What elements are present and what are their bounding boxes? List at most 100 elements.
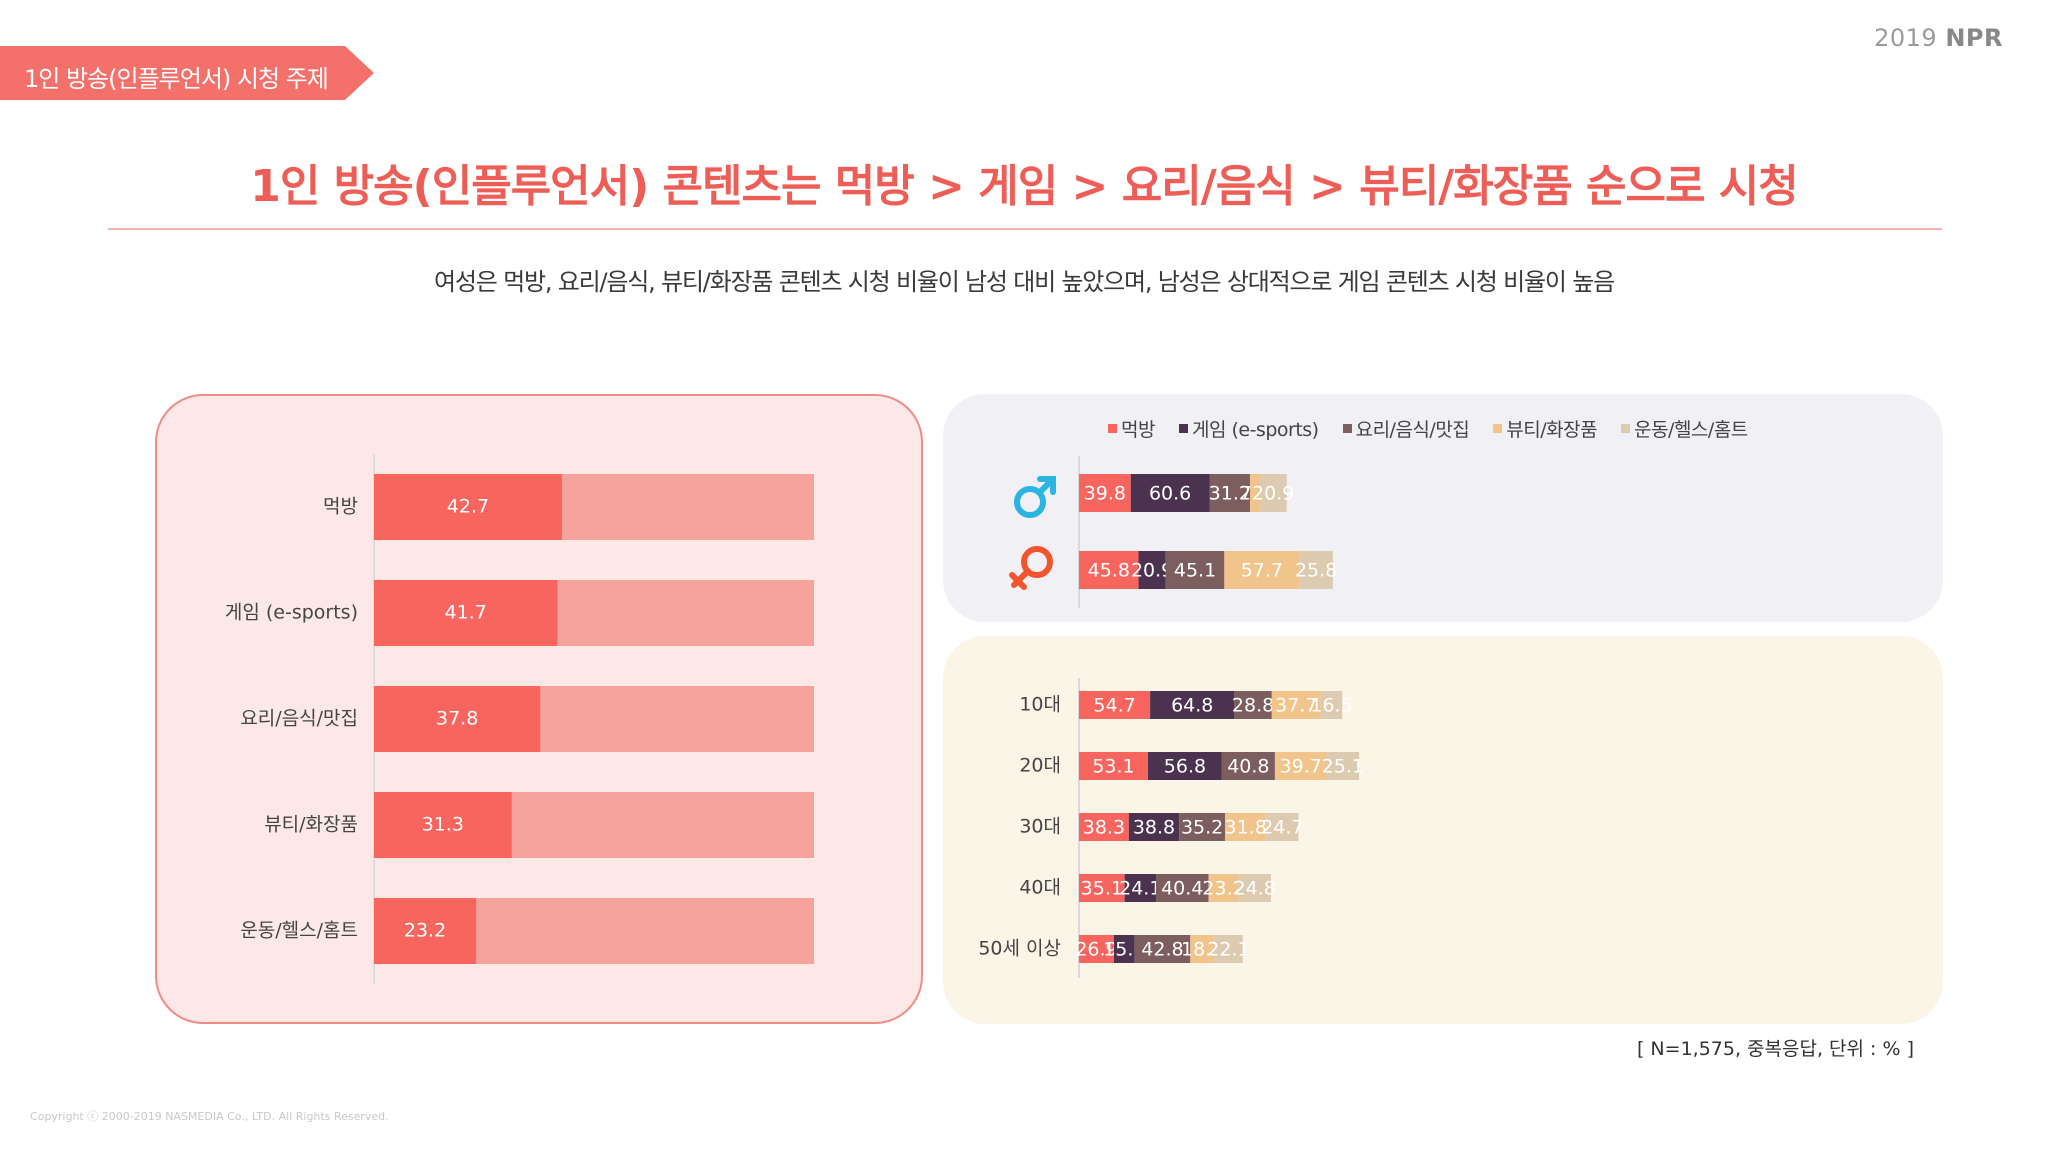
gender-data-label: 20.9 <box>1252 483 1294 505</box>
legend-label: 요리/음식/맛집 <box>1355 418 1470 441</box>
age-data-label: 23.2 <box>1202 878 1244 900</box>
copyright-notice: Copyright ⓒ 2000-2019 NASMEDIA Co., LTD.… <box>30 1110 389 1123</box>
brand-name: NPR <box>1945 24 2003 52</box>
legend-item: 게임 (e-sports) <box>1178 415 1319 442</box>
age-data-label: 40.8 <box>1227 756 1269 778</box>
gender-data-label: 57.7 <box>1241 560 1283 582</box>
age-segment <box>1155 874 1209 902</box>
age-segment <box>1266 813 1299 841</box>
gender-data-label: 45.8 <box>1088 560 1130 582</box>
age-data-label: 25.1 <box>1322 756 1364 778</box>
legend-swatch <box>1342 423 1352 433</box>
age-category-label: 50세 이상 <box>978 938 1061 960</box>
legend-item: 운동/헬스/홈트 <box>1621 415 1748 442</box>
age-segment <box>1221 752 1275 780</box>
age-data-label: 35.2 <box>1181 817 1223 839</box>
overall-data-label: 37.8 <box>436 708 478 730</box>
gender-segment <box>1259 474 1287 512</box>
age-segment <box>1271 691 1321 719</box>
age-data-label: 35.1 <box>1081 878 1123 900</box>
overall-category-label: 운동/헬스/홈트 <box>240 920 358 942</box>
overall-category-label: 게임 (e-sports) <box>225 602 358 624</box>
legend-swatch <box>1493 423 1503 433</box>
brand-year: 2019 <box>1874 24 1938 52</box>
age-segment <box>1134 935 1191 963</box>
age-data-label: 64.8 <box>1171 695 1213 717</box>
age-segment <box>1079 813 1129 841</box>
age-segment <box>1214 935 1243 963</box>
age-segment <box>1079 935 1114 963</box>
title-divider <box>108 228 1942 230</box>
female-icon-cross <box>1009 569 1030 590</box>
section-tag: 1인 방송(인플루언서) 시청 주제 <box>0 46 374 100</box>
overall-bar <box>374 474 562 540</box>
gender-data-label: 20.9 <box>1131 560 1173 582</box>
chart-legend: 먹방 게임 (e-sports) 요리/음식/맛집 뷰티/화장품 운동/헬스/홈트 <box>1108 414 1772 442</box>
gender-segment <box>1209 474 1251 512</box>
gender-data-label: 39.8 <box>1084 483 1126 505</box>
age-segment <box>1274 752 1327 780</box>
gender-data-label: 31.2 <box>1209 483 1251 505</box>
female-icon <box>1009 546 1053 590</box>
age-category-label: 30대 <box>1019 816 1061 838</box>
age-segment <box>1238 874 1271 902</box>
gender-segment <box>1299 551 1333 589</box>
age-data-label: 26.9 <box>1075 939 1117 961</box>
gender-data-label: 45.1 <box>1174 560 1216 582</box>
age-data-label: 24.8 <box>1234 878 1276 900</box>
age-segment <box>1124 874 1156 902</box>
gender-data-label: 60.6 <box>1149 483 1191 505</box>
page-subtitle: 여성은 먹방, 요리/음식, 뷰티/화장품 콘텐츠 시청 비율이 남성 대비 높… <box>434 268 1615 296</box>
age-segment <box>1079 691 1151 719</box>
age-segment <box>1148 752 1222 780</box>
overall-bar <box>374 898 477 964</box>
legend-item: 요리/음식/맛집 <box>1342 415 1470 442</box>
gender-segment <box>1224 551 1300 589</box>
age-segment <box>1113 935 1135 963</box>
legend-swatch <box>1108 423 1117 433</box>
overall-category-label: 요리/음식/맛집 <box>240 708 358 730</box>
overall-data-label: 42.7 <box>447 496 489 518</box>
age-segment <box>1079 752 1149 780</box>
age-data-label: 38.8 <box>1133 817 1175 839</box>
legend-swatch <box>1621 423 1631 433</box>
legend-label: 먹방 <box>1121 418 1155 441</box>
age-data-label: 24.7 <box>1261 817 1303 839</box>
age-category-label: 40대 <box>1019 877 1061 899</box>
page-title: 1인 방송(인플루언서) 콘텐츠는 먹방 > 게임 > 요리/음식 > 뷰티/화… <box>250 161 1798 212</box>
legend-label: 게임 (e-sports) <box>1191 418 1319 441</box>
age-category-label: 20대 <box>1019 755 1061 777</box>
section-tag-label: 1인 방송(인플루언서) 시청 주제 <box>24 65 329 93</box>
female-icon-ring <box>1021 546 1053 578</box>
gender-segment <box>1138 551 1166 589</box>
overall-bar <box>374 686 541 752</box>
age-data-label: 16.5 <box>1310 695 1352 717</box>
age-data-label: 53.1 <box>1092 756 1134 778</box>
age-segment <box>1190 935 1215 963</box>
age-segment <box>1326 752 1360 780</box>
overall-bar <box>374 580 558 646</box>
overall-data-label: 31.3 <box>422 814 464 836</box>
male-icon-arrow <box>1037 476 1056 495</box>
gender-segment <box>1130 474 1210 512</box>
age-data-label: 38.3 <box>1083 817 1125 839</box>
gender-segment <box>1250 474 1260 512</box>
age-category-label: 10대 <box>1019 694 1061 716</box>
gender-segment <box>1165 551 1225 589</box>
age-data-label: 24.1 <box>1119 878 1161 900</box>
male-icon-ring <box>1014 486 1046 518</box>
age-data-label: 37.7 <box>1275 695 1317 717</box>
age-data-label: 56.8 <box>1164 756 1206 778</box>
overall-category-label: 뷰티/화장품 <box>264 814 358 836</box>
overall-bar <box>374 792 512 858</box>
age-segment <box>1150 691 1235 719</box>
age-segment <box>1208 874 1239 902</box>
age-segment <box>1079 874 1125 902</box>
brand-label: 2019 NPR <box>1874 24 2003 52</box>
gender-segment <box>1079 474 1131 512</box>
age-data-label: 22.1 <box>1207 939 1249 961</box>
age-data-label: 28.8 <box>1232 695 1274 717</box>
age-data-label: 54.7 <box>1093 695 1135 717</box>
legend-label: 운동/헬스/홈트 <box>1634 418 1748 441</box>
